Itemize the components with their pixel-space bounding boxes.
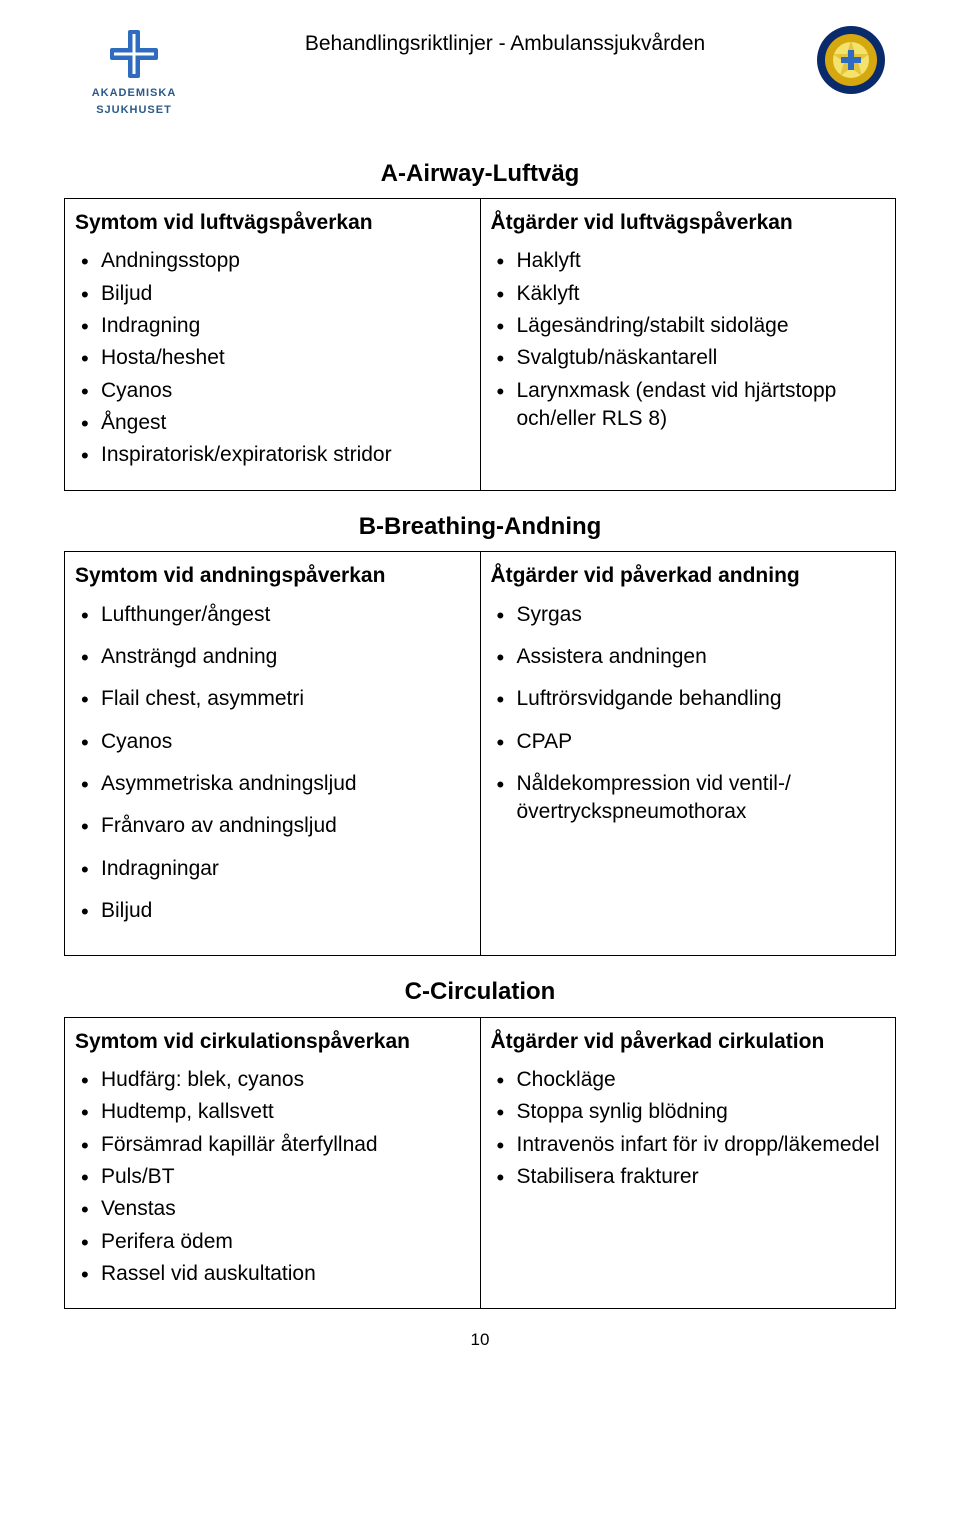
- ambulance-badge-icon: [815, 24, 887, 96]
- list-item: Indragning: [101, 312, 470, 340]
- logo-right: [806, 24, 896, 96]
- list-item: Lufthunger/ångest: [101, 601, 470, 629]
- section-a-title: A-Airway-Luftväg: [64, 158, 896, 190]
- list-item: Luftrörsvidgande behandling: [517, 685, 886, 713]
- list-item: Haklyft: [517, 247, 886, 275]
- section-a-table: Symtom vid luftvägspåverkan Andningsstop…: [64, 198, 896, 491]
- section-b-left-head: Symtom vid andningspåverkan: [75, 562, 470, 590]
- list-item: Indragningar: [101, 855, 470, 883]
- logo-left-text-main: AKADEMISKA: [92, 86, 177, 101]
- logo-left: AKADEMISKA SJUKHUSET: [64, 24, 204, 118]
- list-item: Assistera andningen: [517, 643, 886, 671]
- list-item: Venstas: [101, 1195, 470, 1223]
- list-item: Ansträngd andning: [101, 643, 470, 671]
- list-item: Larynxmask (endast vid hjärtstopp och/el…: [517, 377, 886, 434]
- list-item: Perifera ödem: [101, 1228, 470, 1256]
- list-item: Käklyft: [517, 280, 886, 308]
- list-item: Inspiratorisk/expiratorisk stridor: [101, 441, 470, 469]
- list-item: Puls/BT: [101, 1163, 470, 1191]
- section-c-title: C-Circulation: [64, 976, 896, 1008]
- list-item: Stabilisera frakturer: [517, 1163, 886, 1191]
- list-item: Försämrad kapillär återfyllnad: [101, 1131, 470, 1159]
- section-a-right-head: Åtgärder vid luftvägspåverkan: [491, 209, 886, 237]
- list-item: Lägesändring/stabilt sidoläge: [517, 312, 886, 340]
- list-item: Flail chest, asymmetri: [101, 685, 470, 713]
- list-item: Frånvaro av andningsljud: [101, 812, 470, 840]
- page-title: Behandlingsriktlinjer - Ambulanssjukvård…: [204, 24, 806, 58]
- hospital-cross-icon: [94, 24, 174, 84]
- list-item: Andningsstopp: [101, 247, 470, 275]
- list-item: Hudtemp, kallsvett: [101, 1098, 470, 1126]
- section-a-right-list: Haklyft Käklyft Lägesändring/stabilt sidol…: [491, 247, 886, 433]
- section-b-left-list: Lufthunger/ångest Ansträngd andning Flail …: [75, 601, 470, 926]
- document-header: AKADEMISKA SJUKHUSET Behandlingsriktlinj…: [64, 24, 896, 118]
- section-c-right-list: Chockläge Stoppa synlig blödning Intravenö…: [491, 1066, 886, 1191]
- list-item: Hudfärg: blek, cyanos: [101, 1066, 470, 1094]
- list-item: Stoppa synlig blödning: [517, 1098, 886, 1126]
- list-item: Biljud: [101, 897, 470, 925]
- list-item: Biljud: [101, 280, 470, 308]
- section-c-left-head: Symtom vid cirkulationspåverkan: [75, 1028, 470, 1056]
- section-b-right-head: Åtgärder vid påverkad andning: [491, 562, 886, 590]
- list-item: Asymmetriska andningsljud: [101, 770, 470, 798]
- section-b-table: Symtom vid andningspåverkan Lufthunger/å…: [64, 551, 896, 956]
- logo-left-text-sub: SJUKHUSET: [96, 103, 172, 118]
- list-item: Cyanos: [101, 377, 470, 405]
- list-item: CPAP: [517, 728, 886, 756]
- section-c-right-head: Åtgärder vid påverkad cirkulation: [491, 1028, 886, 1056]
- section-a-left-head: Symtom vid luftvägspåverkan: [75, 209, 470, 237]
- list-item: Ångest: [101, 409, 470, 437]
- list-item: Hosta/heshet: [101, 344, 470, 372]
- section-c-left-cell: Symtom vid cirkulationspåverkan Hudfärg:…: [65, 1017, 481, 1309]
- list-item: Chockläge: [517, 1066, 886, 1094]
- section-b-right-cell: Åtgärder vid påverkad andning Syrgas Assi…: [480, 552, 896, 956]
- page-number: 10: [64, 1329, 896, 1352]
- list-item: Intravenös infart för iv dropp/läkemedel: [517, 1131, 886, 1159]
- section-a-left-cell: Symtom vid luftvägspåverkan Andningsstop…: [65, 199, 481, 491]
- list-item: Svalgtub/näskantarell: [517, 344, 886, 372]
- section-c-table: Symtom vid cirkulationspåverkan Hudfärg:…: [64, 1017, 896, 1310]
- section-c-right-cell: Åtgärder vid påverkad cirkulation Chockl…: [480, 1017, 896, 1309]
- section-a-right-cell: Åtgärder vid luftvägspåverkan Haklyft Käk…: [480, 199, 896, 491]
- section-c-left-list: Hudfärg: blek, cyanos Hudtemp, kallsvett F…: [75, 1066, 470, 1288]
- section-a-left-list: Andningsstopp Biljud Indragning Hosta/heshe…: [75, 247, 470, 469]
- section-b-left-cell: Symtom vid andningspåverkan Lufthunger/å…: [65, 552, 481, 956]
- list-item: Nåldekompression vid ventil-/övertrycksp…: [517, 770, 886, 827]
- list-item: Cyanos: [101, 728, 470, 756]
- list-item: Rassel vid auskultation: [101, 1260, 470, 1288]
- list-item: Syrgas: [517, 601, 886, 629]
- section-b-right-list: Syrgas Assistera andningen Luftrörsvidgand…: [491, 601, 886, 827]
- section-b-title: B-Breathing-Andning: [64, 511, 896, 543]
